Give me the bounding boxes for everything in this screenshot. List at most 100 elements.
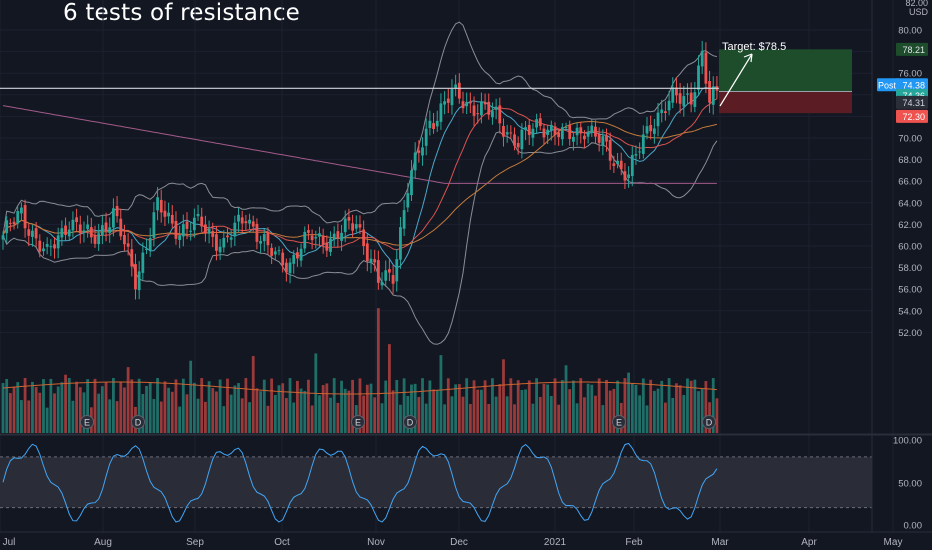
volume-bar xyxy=(697,391,700,433)
volume-bar xyxy=(476,389,480,433)
volume-bar xyxy=(465,378,469,433)
candle-body xyxy=(446,98,450,103)
volume-bar xyxy=(675,383,678,433)
volume-bar xyxy=(215,391,218,433)
candle-body xyxy=(351,223,354,231)
volume-bar xyxy=(413,383,417,433)
volume-bar xyxy=(597,378,601,433)
volume-bar xyxy=(634,384,638,433)
volume-bar xyxy=(303,390,307,433)
volume-bar xyxy=(560,380,564,433)
candle-body xyxy=(697,65,700,90)
post-label-tag: Post xyxy=(878,80,897,90)
candle-body xyxy=(641,134,645,154)
time-tick: Mar xyxy=(711,537,729,548)
volume-bar xyxy=(97,393,101,433)
volume-bar xyxy=(108,399,112,433)
volume-bar xyxy=(42,379,45,433)
volume-bar xyxy=(152,399,156,433)
candle-body xyxy=(86,224,90,230)
volume-bar xyxy=(185,394,189,433)
volume-bar xyxy=(229,394,233,433)
volume-bar xyxy=(211,388,215,433)
volume-bar xyxy=(318,395,321,433)
volume-bar xyxy=(259,391,262,433)
volume-bar xyxy=(623,378,627,433)
volume-bar xyxy=(248,402,251,433)
candle-body xyxy=(391,275,395,284)
volume-bar xyxy=(159,401,163,433)
volume-bar xyxy=(380,403,384,433)
candle-body xyxy=(354,224,358,229)
bollinger-lower xyxy=(2,131,718,345)
volume-bar xyxy=(126,367,130,433)
volume-bar xyxy=(222,406,226,433)
volume-bar xyxy=(137,378,141,433)
volume-bar xyxy=(531,403,535,433)
candle-body xyxy=(373,259,377,263)
candle-body xyxy=(336,231,340,239)
target-annotation: Target: $78.5 xyxy=(722,41,786,53)
candle-body xyxy=(141,252,145,273)
candle-body xyxy=(505,132,509,135)
moving-averages xyxy=(2,21,718,345)
volume-bar xyxy=(417,397,421,433)
candle-body xyxy=(627,174,630,178)
candle-body xyxy=(380,281,384,286)
candle-body xyxy=(343,218,347,233)
volume-bar xyxy=(443,404,446,433)
volume-bar xyxy=(93,378,97,433)
event-marker-icon xyxy=(80,415,94,429)
volume-bar xyxy=(167,387,170,433)
volume-bar xyxy=(200,378,204,433)
volume-bar xyxy=(652,390,656,433)
candle-body xyxy=(31,230,34,237)
volume-bar xyxy=(181,378,185,433)
candle-body xyxy=(664,111,667,114)
volume-bar xyxy=(671,397,675,433)
entry-price-tag-bg xyxy=(896,95,928,109)
candle-body xyxy=(262,234,266,242)
candle-body xyxy=(255,223,259,242)
candle-body xyxy=(347,217,351,221)
candle-body xyxy=(454,84,458,89)
candle-body xyxy=(553,126,557,136)
candle-body xyxy=(152,212,156,238)
candle-body xyxy=(623,171,627,181)
candle-body xyxy=(222,237,226,248)
candle-body xyxy=(675,87,678,96)
candle-body xyxy=(362,229,366,247)
volume-bar xyxy=(255,388,259,433)
candle-body xyxy=(542,128,546,138)
volume-bar xyxy=(170,391,174,433)
volume-bar xyxy=(45,407,49,433)
candle-body xyxy=(369,258,373,263)
candle-body xyxy=(112,208,115,228)
volume-bar xyxy=(71,400,75,433)
candle-body xyxy=(572,136,575,142)
event-marker-label: E xyxy=(84,418,90,428)
volume-bar xyxy=(439,355,443,433)
candle-body xyxy=(432,123,435,129)
candle-body xyxy=(608,139,612,161)
volume-bar xyxy=(594,395,597,433)
candle-body xyxy=(516,143,520,148)
candle-body xyxy=(292,254,296,264)
candle-body xyxy=(218,246,222,253)
candle-body xyxy=(560,127,564,140)
price-tick: 52.00 xyxy=(898,328,922,339)
volume-bar xyxy=(432,389,435,433)
volume-bar xyxy=(428,380,432,433)
candle-body xyxy=(100,225,104,236)
volume-bar xyxy=(546,384,550,433)
volume-bar xyxy=(178,406,182,433)
candle-body xyxy=(82,230,86,233)
time-tick: Aug xyxy=(94,537,112,548)
volume-bar xyxy=(516,380,520,433)
candle-body xyxy=(189,230,193,232)
candle-body xyxy=(233,222,237,237)
volume-bar xyxy=(446,378,450,433)
candle-body xyxy=(192,217,196,231)
candle-body xyxy=(53,244,56,249)
